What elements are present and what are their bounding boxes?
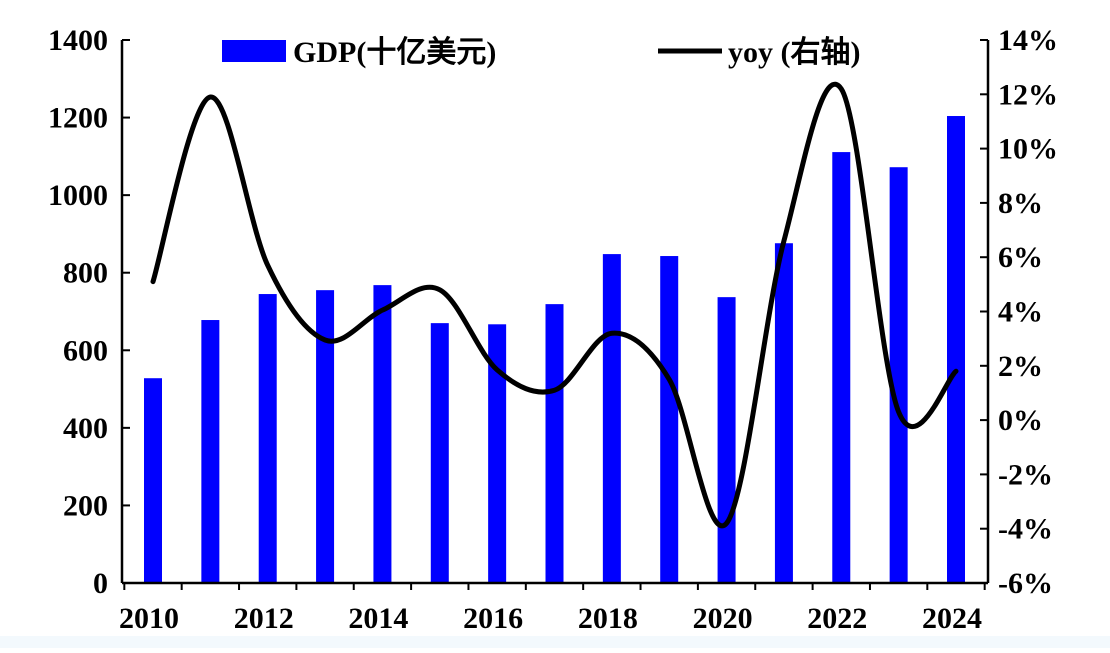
left-tick-label: 1200	[48, 102, 108, 135]
x-tick-label: 2010	[119, 602, 179, 635]
bar-2021	[774, 243, 793, 584]
bar-2016	[488, 324, 507, 583]
bar-2010	[144, 378, 162, 583]
right-tick-label: -4%	[998, 513, 1053, 546]
left-tick-label: 0	[93, 567, 108, 600]
legend-label-gdp: GDP(十亿美元)	[293, 35, 496, 69]
x-tick-label: 2022	[807, 602, 867, 635]
right-tick-label: 0%	[998, 404, 1043, 437]
yoy-line	[150, 81, 959, 529]
right-tick-label: 6%	[998, 241, 1043, 274]
bottom-strip	[0, 636, 1110, 648]
bar-2024	[947, 116, 965, 584]
right-tick-label: 4%	[998, 296, 1043, 329]
bar-2018	[602, 254, 621, 583]
legend: GDP(十亿美元) yoy (右轴)	[222, 35, 860, 69]
x-tick-label: 2016	[463, 602, 523, 635]
bar-series	[144, 116, 965, 584]
left-tick-label: 200	[63, 489, 108, 522]
bar-2011	[201, 320, 220, 583]
x-tick-label: 2012	[234, 602, 294, 635]
bar-2015	[430, 323, 449, 583]
right-tick-label: 10%	[998, 133, 1058, 166]
legend-swatch-gdp	[222, 40, 286, 62]
left-tick-label: 1400	[48, 24, 108, 57]
bar-2014	[373, 285, 392, 583]
x-tick-label: 2018	[578, 602, 638, 635]
right-tick-label: -6%	[998, 567, 1053, 600]
right-tick-label: -2%	[998, 458, 1053, 491]
left-tick-label: 400	[63, 412, 108, 445]
bar-2022	[832, 152, 851, 584]
left-tick-label: 1000	[48, 179, 108, 212]
axes: 0 200 400 600 800 1000 1200 1400 -6% -4% -2% 0% 2% 4%…	[48, 24, 1058, 635]
left-tick-label: 600	[63, 334, 108, 367]
left-tick-label: 800	[63, 257, 108, 290]
bar-2013	[316, 290, 335, 583]
right-tick-label: 12%	[998, 78, 1058, 111]
right-tick-label: 2%	[998, 350, 1043, 383]
bar-2017	[545, 304, 564, 583]
legend-label-yoy: yoy (右轴)	[728, 36, 860, 69]
bar-2012	[258, 294, 277, 583]
x-tick-label: 2020	[693, 602, 753, 635]
bar-2020	[717, 297, 736, 583]
x-tick-label: 2014	[348, 602, 408, 635]
bar-2019	[660, 256, 679, 583]
right-tick-label: 14%	[998, 24, 1058, 57]
x-tick-label: 2024	[922, 602, 982, 635]
bar-2023	[889, 167, 908, 583]
right-tick-label: 8%	[998, 187, 1043, 220]
